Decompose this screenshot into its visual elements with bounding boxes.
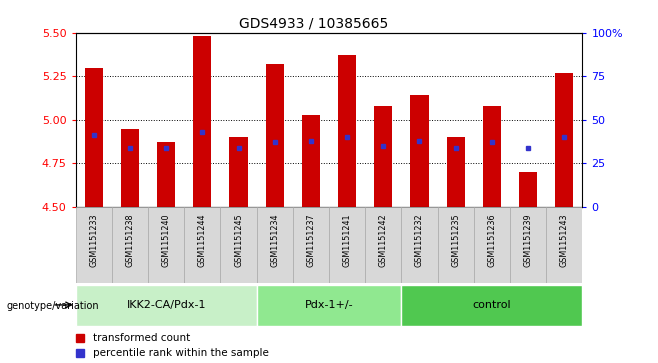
Bar (447, 137, 465, 207)
Text: GSM1151233: GSM1151233 (89, 213, 98, 266)
Text: Pdx-1+/-: Pdx-1+/- (305, 300, 353, 310)
FancyBboxPatch shape (365, 207, 401, 283)
Bar (121, 129, 139, 207)
Bar (411, 95, 428, 207)
FancyBboxPatch shape (474, 207, 510, 283)
Text: GSM1151242: GSM1151242 (379, 213, 388, 267)
Bar (519, 172, 537, 207)
Text: GSM1151238: GSM1151238 (126, 213, 134, 266)
Title: GDS4933 / 10385665: GDS4933 / 10385665 (239, 16, 388, 30)
Bar (230, 137, 247, 207)
FancyBboxPatch shape (76, 207, 112, 283)
Text: GSM1151241: GSM1151241 (343, 213, 351, 266)
FancyBboxPatch shape (257, 207, 293, 283)
FancyBboxPatch shape (401, 285, 582, 326)
FancyBboxPatch shape (401, 207, 438, 283)
Bar (266, 64, 284, 207)
Text: GSM1151239: GSM1151239 (524, 213, 532, 267)
Bar (374, 106, 392, 207)
FancyBboxPatch shape (220, 207, 257, 283)
FancyBboxPatch shape (148, 207, 184, 283)
Text: GSM1151237: GSM1151237 (307, 213, 315, 267)
Text: percentile rank within the sample: percentile rank within the sample (93, 348, 269, 358)
FancyBboxPatch shape (546, 207, 582, 283)
Bar (302, 115, 320, 207)
FancyBboxPatch shape (76, 285, 257, 326)
Text: GSM1151234: GSM1151234 (270, 213, 279, 266)
Bar (193, 36, 211, 207)
Text: GSM1151232: GSM1151232 (415, 213, 424, 267)
Text: GSM1151236: GSM1151236 (488, 213, 496, 266)
FancyBboxPatch shape (510, 207, 546, 283)
Text: transformed count: transformed count (93, 333, 191, 343)
Text: genotype/variation: genotype/variation (7, 301, 99, 311)
Text: GSM1151245: GSM1151245 (234, 213, 243, 267)
Text: GSM1151240: GSM1151240 (162, 213, 170, 266)
Bar (555, 73, 573, 207)
Bar (85, 68, 103, 207)
Bar (157, 142, 175, 207)
Text: GSM1151244: GSM1151244 (198, 213, 207, 266)
Bar (338, 55, 356, 207)
FancyBboxPatch shape (257, 285, 401, 326)
Bar (483, 106, 501, 207)
Text: control: control (472, 300, 511, 310)
FancyBboxPatch shape (293, 207, 329, 283)
FancyBboxPatch shape (184, 207, 220, 283)
FancyBboxPatch shape (438, 207, 474, 283)
FancyBboxPatch shape (112, 207, 148, 283)
Text: GSM1151243: GSM1151243 (560, 213, 569, 266)
FancyBboxPatch shape (329, 207, 365, 283)
Text: GSM1151235: GSM1151235 (451, 213, 460, 267)
Text: IKK2-CA/Pdx-1: IKK2-CA/Pdx-1 (126, 300, 206, 310)
